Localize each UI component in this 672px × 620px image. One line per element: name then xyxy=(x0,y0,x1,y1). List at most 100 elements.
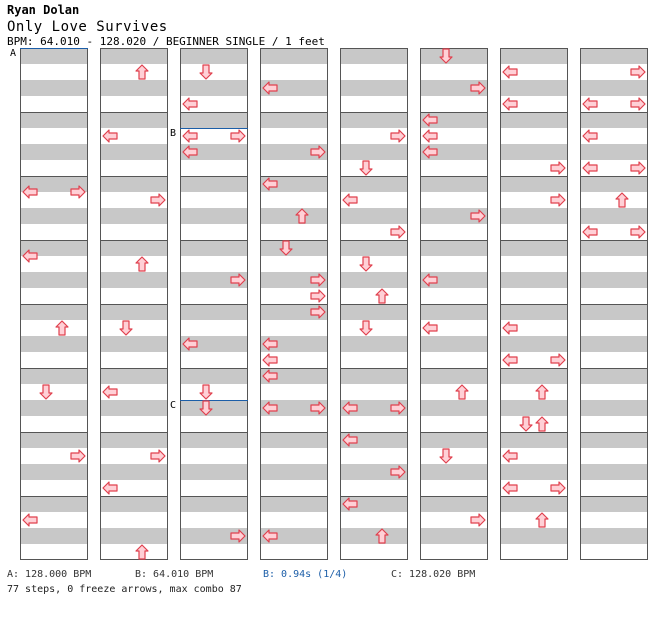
arrow-left-icon xyxy=(182,145,198,159)
beat-band xyxy=(580,432,648,448)
beat-band xyxy=(20,208,88,224)
arrow-left-icon xyxy=(502,97,518,111)
beat-band xyxy=(420,144,488,160)
beat-band xyxy=(100,496,168,512)
beat-band xyxy=(180,176,248,192)
beat-band xyxy=(20,176,88,192)
beat-band xyxy=(580,208,648,224)
beat-band xyxy=(500,176,568,192)
beat-band xyxy=(180,432,248,448)
arrow-left-icon xyxy=(102,481,118,495)
arrow-right-icon xyxy=(310,305,326,319)
beat-band xyxy=(580,528,648,544)
beat-band xyxy=(20,400,88,416)
beat-band xyxy=(100,144,168,160)
arrow-left-icon xyxy=(262,369,278,383)
beat-band xyxy=(500,80,568,96)
beat-band xyxy=(20,464,88,480)
beat-band xyxy=(420,336,488,352)
beat-band xyxy=(420,304,488,320)
beat-band xyxy=(260,400,328,416)
arrow-left-icon xyxy=(22,513,38,527)
beat-band xyxy=(580,464,648,480)
beat-band xyxy=(500,112,568,128)
arrow-right-icon xyxy=(550,193,566,207)
arrow-right-icon xyxy=(70,185,86,199)
beat-band xyxy=(580,400,648,416)
arrow-left-icon xyxy=(422,129,438,143)
beat-band xyxy=(20,144,88,160)
arrow-left-icon xyxy=(182,337,198,351)
arrow-left-icon xyxy=(262,177,278,191)
beat-band xyxy=(20,336,88,352)
beat-band xyxy=(500,400,568,416)
beat-band xyxy=(500,272,568,288)
beat-band xyxy=(20,528,88,544)
bpm-marker-label: A xyxy=(10,48,16,59)
beat-band xyxy=(580,144,648,160)
beat-band xyxy=(100,208,168,224)
song-title: Only Love Survives xyxy=(7,19,168,35)
bpm-marker-label: B xyxy=(170,128,176,139)
beat-band xyxy=(500,304,568,320)
beat-band xyxy=(100,528,168,544)
beat-band xyxy=(340,400,408,416)
beat-band xyxy=(500,48,568,64)
arrow-up-icon xyxy=(55,320,69,336)
beat-band xyxy=(500,336,568,352)
beat-band xyxy=(340,336,408,352)
beat-band xyxy=(340,240,408,256)
beat-band xyxy=(100,240,168,256)
beat-band xyxy=(500,528,568,544)
beat-band xyxy=(420,240,488,256)
arrow-down-icon xyxy=(279,240,293,256)
beat-band xyxy=(420,112,488,128)
beat-band xyxy=(100,336,168,352)
beat-band xyxy=(580,80,648,96)
arrow-up-icon xyxy=(135,64,149,80)
beat-band xyxy=(580,496,648,512)
arrow-left-icon xyxy=(502,449,518,463)
beat-band xyxy=(340,304,408,320)
arrow-left-icon xyxy=(102,385,118,399)
beat-band xyxy=(420,400,488,416)
beat-band xyxy=(420,176,488,192)
arrow-up-icon xyxy=(295,208,309,224)
arrow-down-icon xyxy=(359,160,373,176)
beat-band xyxy=(500,464,568,480)
arrow-down-icon xyxy=(439,448,453,464)
beat-band xyxy=(500,368,568,384)
beat-band xyxy=(260,208,328,224)
arrow-up-icon xyxy=(455,384,469,400)
arrow-up-icon xyxy=(535,384,549,400)
beat-band xyxy=(20,272,88,288)
beat-band xyxy=(180,80,248,96)
beat-band xyxy=(100,368,168,384)
arrow-up-icon xyxy=(135,544,149,560)
arrow-right-icon xyxy=(550,481,566,495)
arrow-left-icon xyxy=(342,401,358,415)
beat-band xyxy=(100,48,168,64)
beat-band xyxy=(180,400,248,416)
arrow-up-icon xyxy=(615,192,629,208)
beat-band xyxy=(180,240,248,256)
beat-band xyxy=(180,528,248,544)
artist-name: Ryan Dolan xyxy=(7,3,80,17)
arrow-right-icon xyxy=(390,465,406,479)
beat-band xyxy=(100,80,168,96)
arrow-left-icon xyxy=(262,529,278,543)
arrow-right-icon xyxy=(550,353,566,367)
beat-band xyxy=(180,336,248,352)
bpm-a-label: A: 128.000 BPM xyxy=(7,569,92,580)
beat-band xyxy=(340,496,408,512)
beat-band xyxy=(500,240,568,256)
beat-band xyxy=(420,368,488,384)
beat-band xyxy=(340,528,408,544)
arrow-left-icon xyxy=(422,145,438,159)
beat-band xyxy=(420,464,488,480)
arrow-up-icon xyxy=(375,288,389,304)
beat-band xyxy=(180,112,248,128)
beat-band xyxy=(100,464,168,480)
arrow-left-icon xyxy=(422,321,438,335)
beat-band xyxy=(340,112,408,128)
